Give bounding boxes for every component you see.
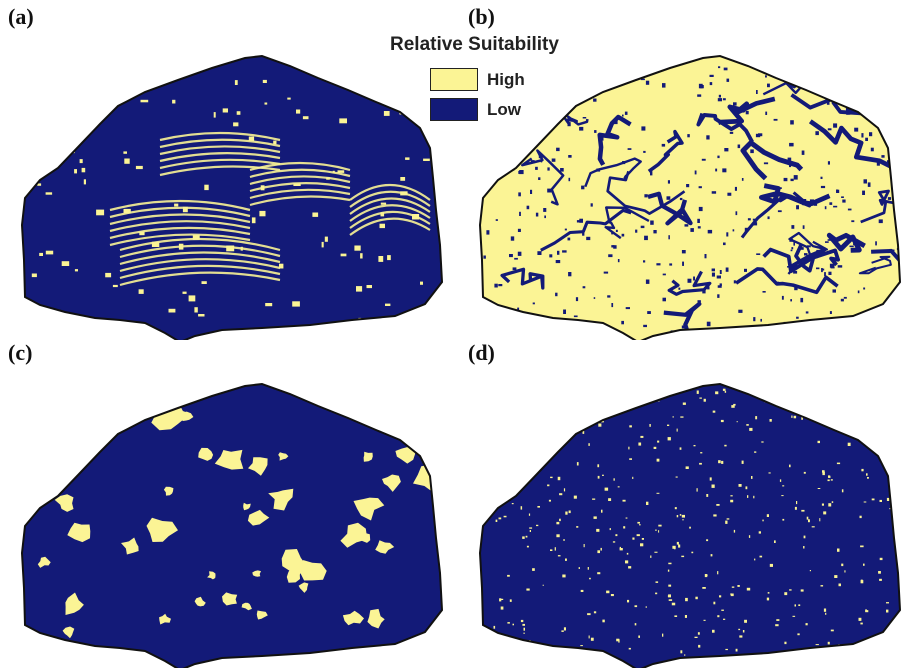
region-outline xyxy=(478,54,902,340)
legend-label-low: Low xyxy=(487,99,521,119)
legend-swatch-high xyxy=(430,68,478,91)
legend-swatch-low xyxy=(430,98,478,121)
region-fill xyxy=(480,384,900,668)
legend-label-high: High xyxy=(487,69,525,89)
region-outline xyxy=(20,382,444,668)
region-fill xyxy=(22,384,442,668)
region-fill xyxy=(22,56,442,340)
region-outline xyxy=(478,382,902,668)
suitability-map-b xyxy=(478,54,902,340)
suitability-map-a xyxy=(20,54,444,340)
suitability-cells xyxy=(31,79,433,335)
panel-label-c: (c) xyxy=(8,340,33,365)
region-fill xyxy=(480,56,900,340)
panel-label-b: (b) xyxy=(468,4,495,29)
suitability-map-d xyxy=(478,382,902,668)
legend-title: Relative Suitability xyxy=(390,34,559,55)
panel-label-a: (a) xyxy=(8,4,34,29)
legend-item-low: Low xyxy=(430,98,521,121)
map-legend: Relative Suitability High Low xyxy=(390,34,620,121)
legend-item-high: High xyxy=(430,68,525,91)
suitability-map-c xyxy=(20,382,444,668)
region-outline xyxy=(20,54,444,340)
panel-label-d: (d) xyxy=(468,340,495,365)
